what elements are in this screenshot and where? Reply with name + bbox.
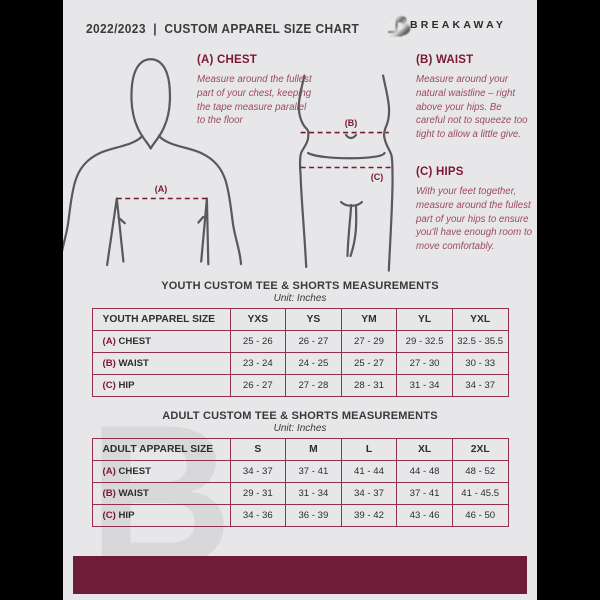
svg-text:(B): (B): [345, 118, 358, 128]
svg-text:(A): (A): [155, 184, 168, 194]
svg-text:(C): (C): [371, 172, 384, 182]
